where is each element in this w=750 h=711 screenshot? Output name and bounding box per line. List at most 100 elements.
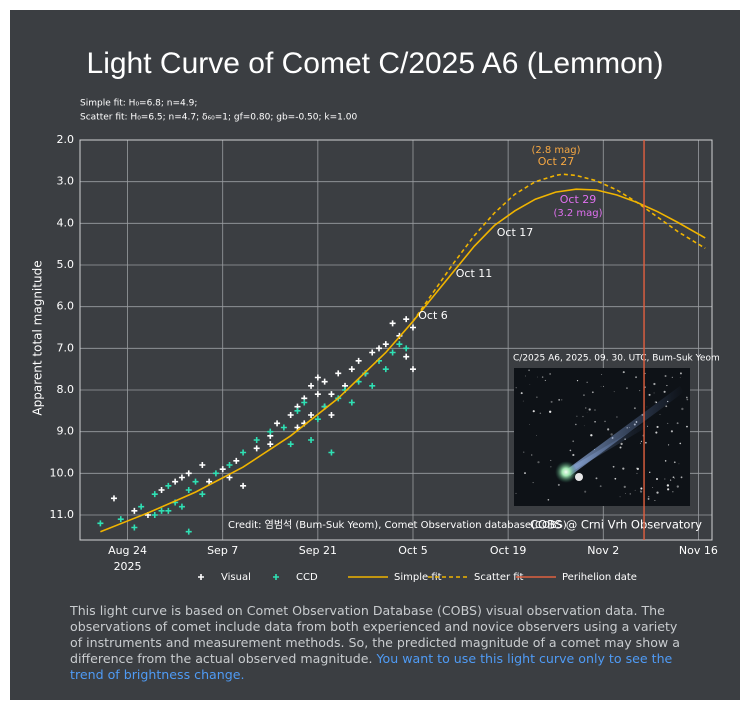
star (537, 376, 538, 378)
star (610, 433, 613, 436)
data-point (199, 462, 206, 468)
data-point (403, 345, 410, 352)
y-tick-label: 4.0 (57, 216, 75, 229)
star (679, 377, 681, 378)
data-point (117, 516, 124, 523)
star (537, 461, 540, 464)
data-point (151, 512, 158, 518)
data-point (267, 428, 274, 435)
y-tick-label: 7.0 (57, 341, 75, 354)
star (652, 487, 654, 488)
star (528, 424, 530, 425)
x-tick-label: Oct 19 (490, 544, 527, 557)
star (664, 478, 666, 480)
y-tick-label: 8.0 (57, 383, 75, 396)
data-point (403, 316, 410, 323)
data-point (267, 441, 274, 448)
star (669, 479, 672, 481)
comet-tail (566, 420, 652, 474)
star (678, 463, 680, 465)
star (686, 398, 689, 401)
data-point (328, 449, 335, 456)
data-point (240, 449, 247, 456)
star (673, 461, 676, 464)
x-tick-label: Sep 7 (207, 544, 238, 557)
annotation: Oct 17 (497, 226, 534, 239)
x-tick-label: Nov 2 (587, 544, 619, 557)
star (590, 434, 593, 437)
star (523, 451, 525, 453)
star (550, 459, 552, 461)
star (625, 493, 626, 494)
data-point (253, 445, 260, 452)
y-tick-label: 3.0 (57, 175, 75, 188)
star (547, 499, 550, 501)
star (599, 485, 602, 488)
data-point (172, 478, 179, 485)
data-point (158, 487, 165, 493)
star (515, 492, 517, 494)
y-tick-label: 6.0 (57, 300, 75, 313)
star (548, 410, 552, 413)
annotation: Oct 29 (560, 193, 597, 206)
star (626, 387, 628, 389)
data-point (192, 478, 199, 485)
star (649, 471, 651, 474)
data-point (403, 353, 410, 360)
star (653, 392, 655, 394)
data-point (355, 357, 362, 364)
star (532, 482, 534, 484)
x-tick-label: Aug 24 (108, 544, 147, 557)
data-point (138, 503, 145, 510)
data-point (165, 507, 172, 514)
data-point (233, 457, 240, 464)
star (612, 465, 615, 468)
star (667, 422, 669, 424)
fit-line (100, 188, 706, 533)
star (666, 384, 668, 387)
star (654, 400, 657, 404)
data-point (178, 474, 185, 481)
star (550, 400, 553, 403)
source: COBS @ Crni Vrh Observatory (530, 518, 702, 532)
star (583, 425, 585, 427)
star (586, 381, 588, 383)
star (541, 376, 544, 378)
star (672, 491, 674, 493)
star (633, 407, 636, 410)
data-point (287, 441, 294, 448)
star (640, 487, 643, 490)
star (674, 477, 676, 479)
star (646, 406, 648, 408)
annotation: Oct 6 (418, 309, 448, 322)
star (635, 376, 637, 379)
data-point (240, 482, 247, 489)
data-point (348, 399, 355, 406)
data-point (396, 341, 403, 348)
star (576, 380, 579, 382)
y-axis-label: Apparent total magnitude (31, 260, 45, 415)
data-point (158, 507, 165, 514)
star (607, 428, 610, 431)
star (679, 442, 682, 445)
data-point (348, 366, 355, 373)
data-point (151, 491, 158, 498)
data-point (287, 412, 294, 418)
star (667, 488, 670, 491)
legend-marker (273, 574, 279, 580)
star (576, 415, 578, 417)
data-point (131, 524, 138, 531)
data-point (219, 466, 226, 473)
data-point (369, 349, 376, 356)
star (616, 416, 618, 418)
star (619, 446, 622, 449)
star (644, 441, 647, 444)
data-point (382, 341, 389, 348)
star (654, 500, 656, 502)
star (524, 472, 526, 475)
star (644, 372, 646, 375)
legend-label: Perihelion date (562, 572, 637, 583)
y-tick-label: 9.0 (57, 425, 75, 438)
star (558, 399, 561, 401)
footnote-text: This light curve is based on Comet Obser… (70, 603, 680, 666)
